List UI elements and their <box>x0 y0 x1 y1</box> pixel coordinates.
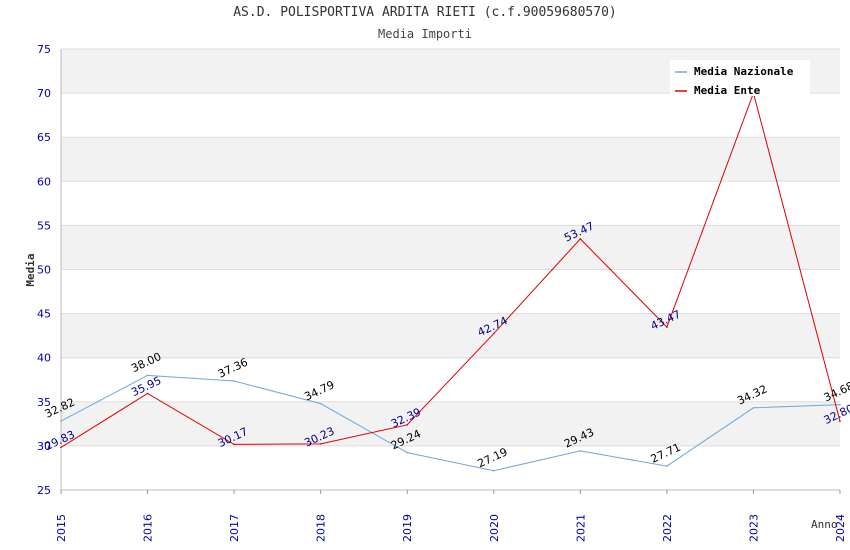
x-tick-label: 2022 <box>661 514 674 542</box>
chart-subtitle: Media Importi <box>378 27 472 41</box>
data-point <box>146 374 149 377</box>
data-point <box>492 332 495 335</box>
legend-label: Media Ente <box>694 84 761 97</box>
data-point <box>666 326 668 328</box>
data-point <box>319 402 322 405</box>
y-tick-label: 25 <box>37 484 51 497</box>
data-point <box>406 424 409 426</box>
y-tick-label: 65 <box>37 131 51 144</box>
y-tick-label: 45 <box>37 308 51 321</box>
grid-band <box>61 181 840 226</box>
data-point <box>666 465 668 467</box>
y-tick-label: 30 <box>37 440 51 453</box>
series-line <box>60 91 841 448</box>
y-tick-label: 35 <box>37 396 51 409</box>
grid-band <box>61 445 840 490</box>
data-point <box>579 450 582 452</box>
x-axis-title: Anno <box>811 518 838 531</box>
y-tick-label: 75 <box>37 43 51 56</box>
data-point <box>319 443 322 445</box>
x-tick-label: 2021 <box>574 514 587 542</box>
data-point <box>146 392 149 395</box>
x-tick-label: 2020 <box>488 514 501 542</box>
data-point <box>233 380 235 382</box>
x-tick-label: 2015 <box>55 514 68 542</box>
data-point <box>233 443 235 446</box>
data-point <box>579 238 582 240</box>
grid-band <box>61 269 840 314</box>
x-tick-label: 2016 <box>142 514 155 542</box>
grid-band <box>61 137 840 182</box>
chart-title: AS.D. POLISPORTIVA ARDITA RIETI (c.f.900… <box>233 5 617 20</box>
data-point <box>492 469 495 472</box>
x-tick-label: 2019 <box>401 514 414 542</box>
legend-label: Media Nazionale <box>694 65 794 78</box>
x-tick-label: 2017 <box>228 514 241 542</box>
data-point <box>60 446 62 449</box>
data-point <box>406 451 409 454</box>
data-point <box>60 420 62 422</box>
x-tick-label: 2023 <box>747 514 760 542</box>
grid-band <box>61 225 840 270</box>
grid-band <box>61 401 840 446</box>
grid-band <box>61 93 840 138</box>
y-tick-label: 60 <box>37 175 51 188</box>
y-tick-label: 50 <box>37 264 51 277</box>
y-tick-label: 70 <box>37 87 51 100</box>
data-point <box>839 420 841 423</box>
series-line <box>60 374 841 472</box>
x-tick-label: 2018 <box>315 514 328 542</box>
y-axis-title: Media <box>24 253 37 286</box>
y-tick-label: 40 <box>37 352 51 365</box>
data-point <box>839 403 841 406</box>
legend-box <box>670 60 810 96</box>
x-tick-label: 2024 <box>834 514 847 542</box>
grid-band <box>61 313 840 358</box>
data-point <box>752 406 755 409</box>
y-tick-label: 55 <box>37 219 51 232</box>
